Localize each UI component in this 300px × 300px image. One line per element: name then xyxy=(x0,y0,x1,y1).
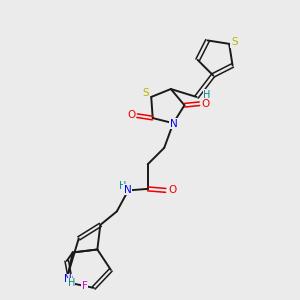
Text: S: S xyxy=(231,37,238,47)
Text: N: N xyxy=(64,274,71,284)
Text: H: H xyxy=(203,90,211,100)
Text: N: N xyxy=(124,185,131,195)
Text: H: H xyxy=(119,181,127,190)
Text: S: S xyxy=(142,88,149,98)
Text: F: F xyxy=(82,281,88,291)
Text: N: N xyxy=(170,119,178,129)
Text: O: O xyxy=(168,185,176,195)
Text: O: O xyxy=(201,99,210,109)
Text: O: O xyxy=(127,110,135,120)
Text: H: H xyxy=(68,278,75,288)
